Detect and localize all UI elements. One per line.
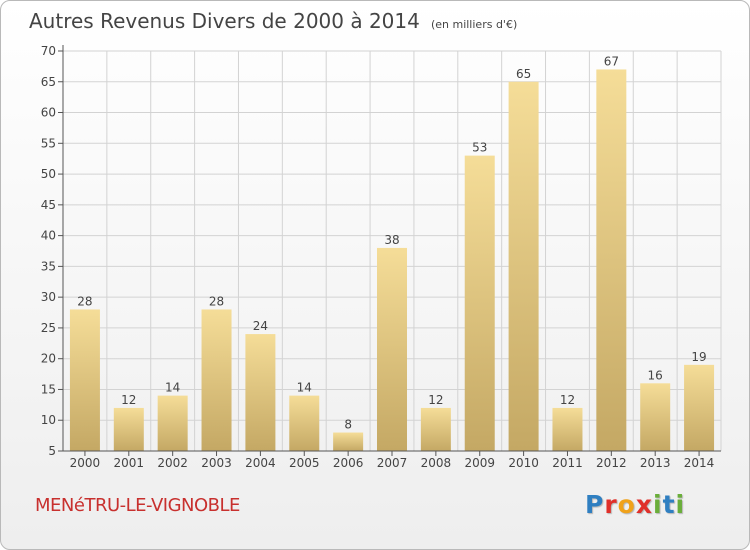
x-tick-label: 2014	[684, 456, 715, 470]
bars: 28 12 14 28 24 14 8 38 12 53 65 12 67 16 19	[69, 54, 715, 452]
x-tick-label: 2005	[289, 456, 320, 470]
x-tick-label: 2010	[508, 456, 539, 470]
bar-value-label: 19	[691, 350, 706, 364]
bar-value-label: 12	[560, 393, 575, 407]
x-tick-label: 2004	[245, 456, 276, 470]
x-tick-label: 2002	[157, 456, 188, 470]
x-tick-label: 2006	[333, 456, 364, 470]
logo-letter: i	[675, 490, 686, 519]
y-tick-label: 60	[41, 106, 56, 120]
logo-letter: x	[635, 490, 653, 519]
bar	[596, 69, 627, 451]
bar	[640, 383, 671, 451]
bar-value-label: 16	[648, 368, 663, 382]
title-text: Autres Revenus Divers de 2000 à 2014	[29, 9, 420, 33]
y-tick-label: 5	[48, 444, 56, 458]
y-tick-label: 70	[41, 44, 56, 58]
bar-value-label: 14	[297, 381, 312, 395]
y-tick-label: 25	[41, 321, 56, 335]
y-tick-label: 30	[41, 290, 56, 304]
y-tick-label: 15	[41, 382, 56, 396]
logo-letter: P	[585, 490, 605, 519]
x-tick-label: 2008	[421, 456, 452, 470]
bar	[333, 432, 364, 451]
y-tick-label: 50	[41, 167, 56, 181]
bar	[464, 155, 495, 451]
x-tick-label: 2012	[596, 456, 627, 470]
bar	[508, 81, 539, 452]
y-tick-label: 55	[41, 136, 56, 150]
x-tick-label: 2011	[552, 456, 583, 470]
bar-value-label: 12	[428, 393, 443, 407]
bar-value-label: 67	[604, 54, 619, 68]
bar-value-label: 12	[121, 393, 136, 407]
bar	[157, 395, 188, 451]
unit-text: (en milliers d'€)	[430, 18, 518, 31]
logo-letter: i	[653, 490, 663, 519]
bar	[420, 407, 451, 451]
logo-letter: r	[604, 490, 618, 519]
x-tick-label: 2013	[640, 456, 671, 470]
y-tick-label: 65	[41, 75, 56, 89]
logo-letter: t	[662, 490, 676, 519]
bar-value-label: 24	[253, 319, 268, 333]
bar	[684, 364, 715, 451]
proxiti-logo[interactable]: Proxiti	[585, 490, 685, 519]
bar-value-label: 28	[77, 294, 92, 308]
location-label: MENéTRU-LE-VIGNOBLE	[35, 495, 240, 516]
bar-value-label: 28	[209, 294, 224, 308]
bar	[113, 407, 144, 451]
bar	[377, 247, 407, 451]
y-tick-label: 20	[41, 352, 56, 366]
axes: 5 10 15 20 25 30 35 40 45 50 55 60 65 70 2000 2001 2002 2…	[41, 44, 721, 470]
bar	[245, 334, 276, 451]
bar-value-label: 14	[165, 381, 180, 395]
y-tick-label: 35	[41, 259, 56, 273]
x-tick-label: 2000	[70, 456, 101, 470]
y-tick-label: 10	[41, 413, 56, 427]
bar-value-label: 65	[516, 67, 531, 81]
bar	[552, 407, 583, 451]
bar	[69, 309, 100, 451]
bar-value-label: 38	[384, 233, 399, 247]
x-tick-label: 2001	[114, 456, 145, 470]
bar-value-label: 8	[344, 418, 352, 432]
y-tick-label: 40	[41, 229, 56, 243]
x-tick-label: 2007	[377, 456, 408, 470]
x-tick-label: 2009	[464, 456, 495, 470]
y-tick-label: 45	[41, 198, 56, 212]
logo-letter: o	[617, 490, 636, 519]
chart-title: Autres Revenus Divers de 2000 à 2014 (en…	[29, 9, 517, 33]
x-tick-label: 2003	[201, 456, 232, 470]
bar	[201, 309, 232, 451]
bar-value-label: 53	[472, 141, 487, 155]
bar	[289, 395, 320, 451]
